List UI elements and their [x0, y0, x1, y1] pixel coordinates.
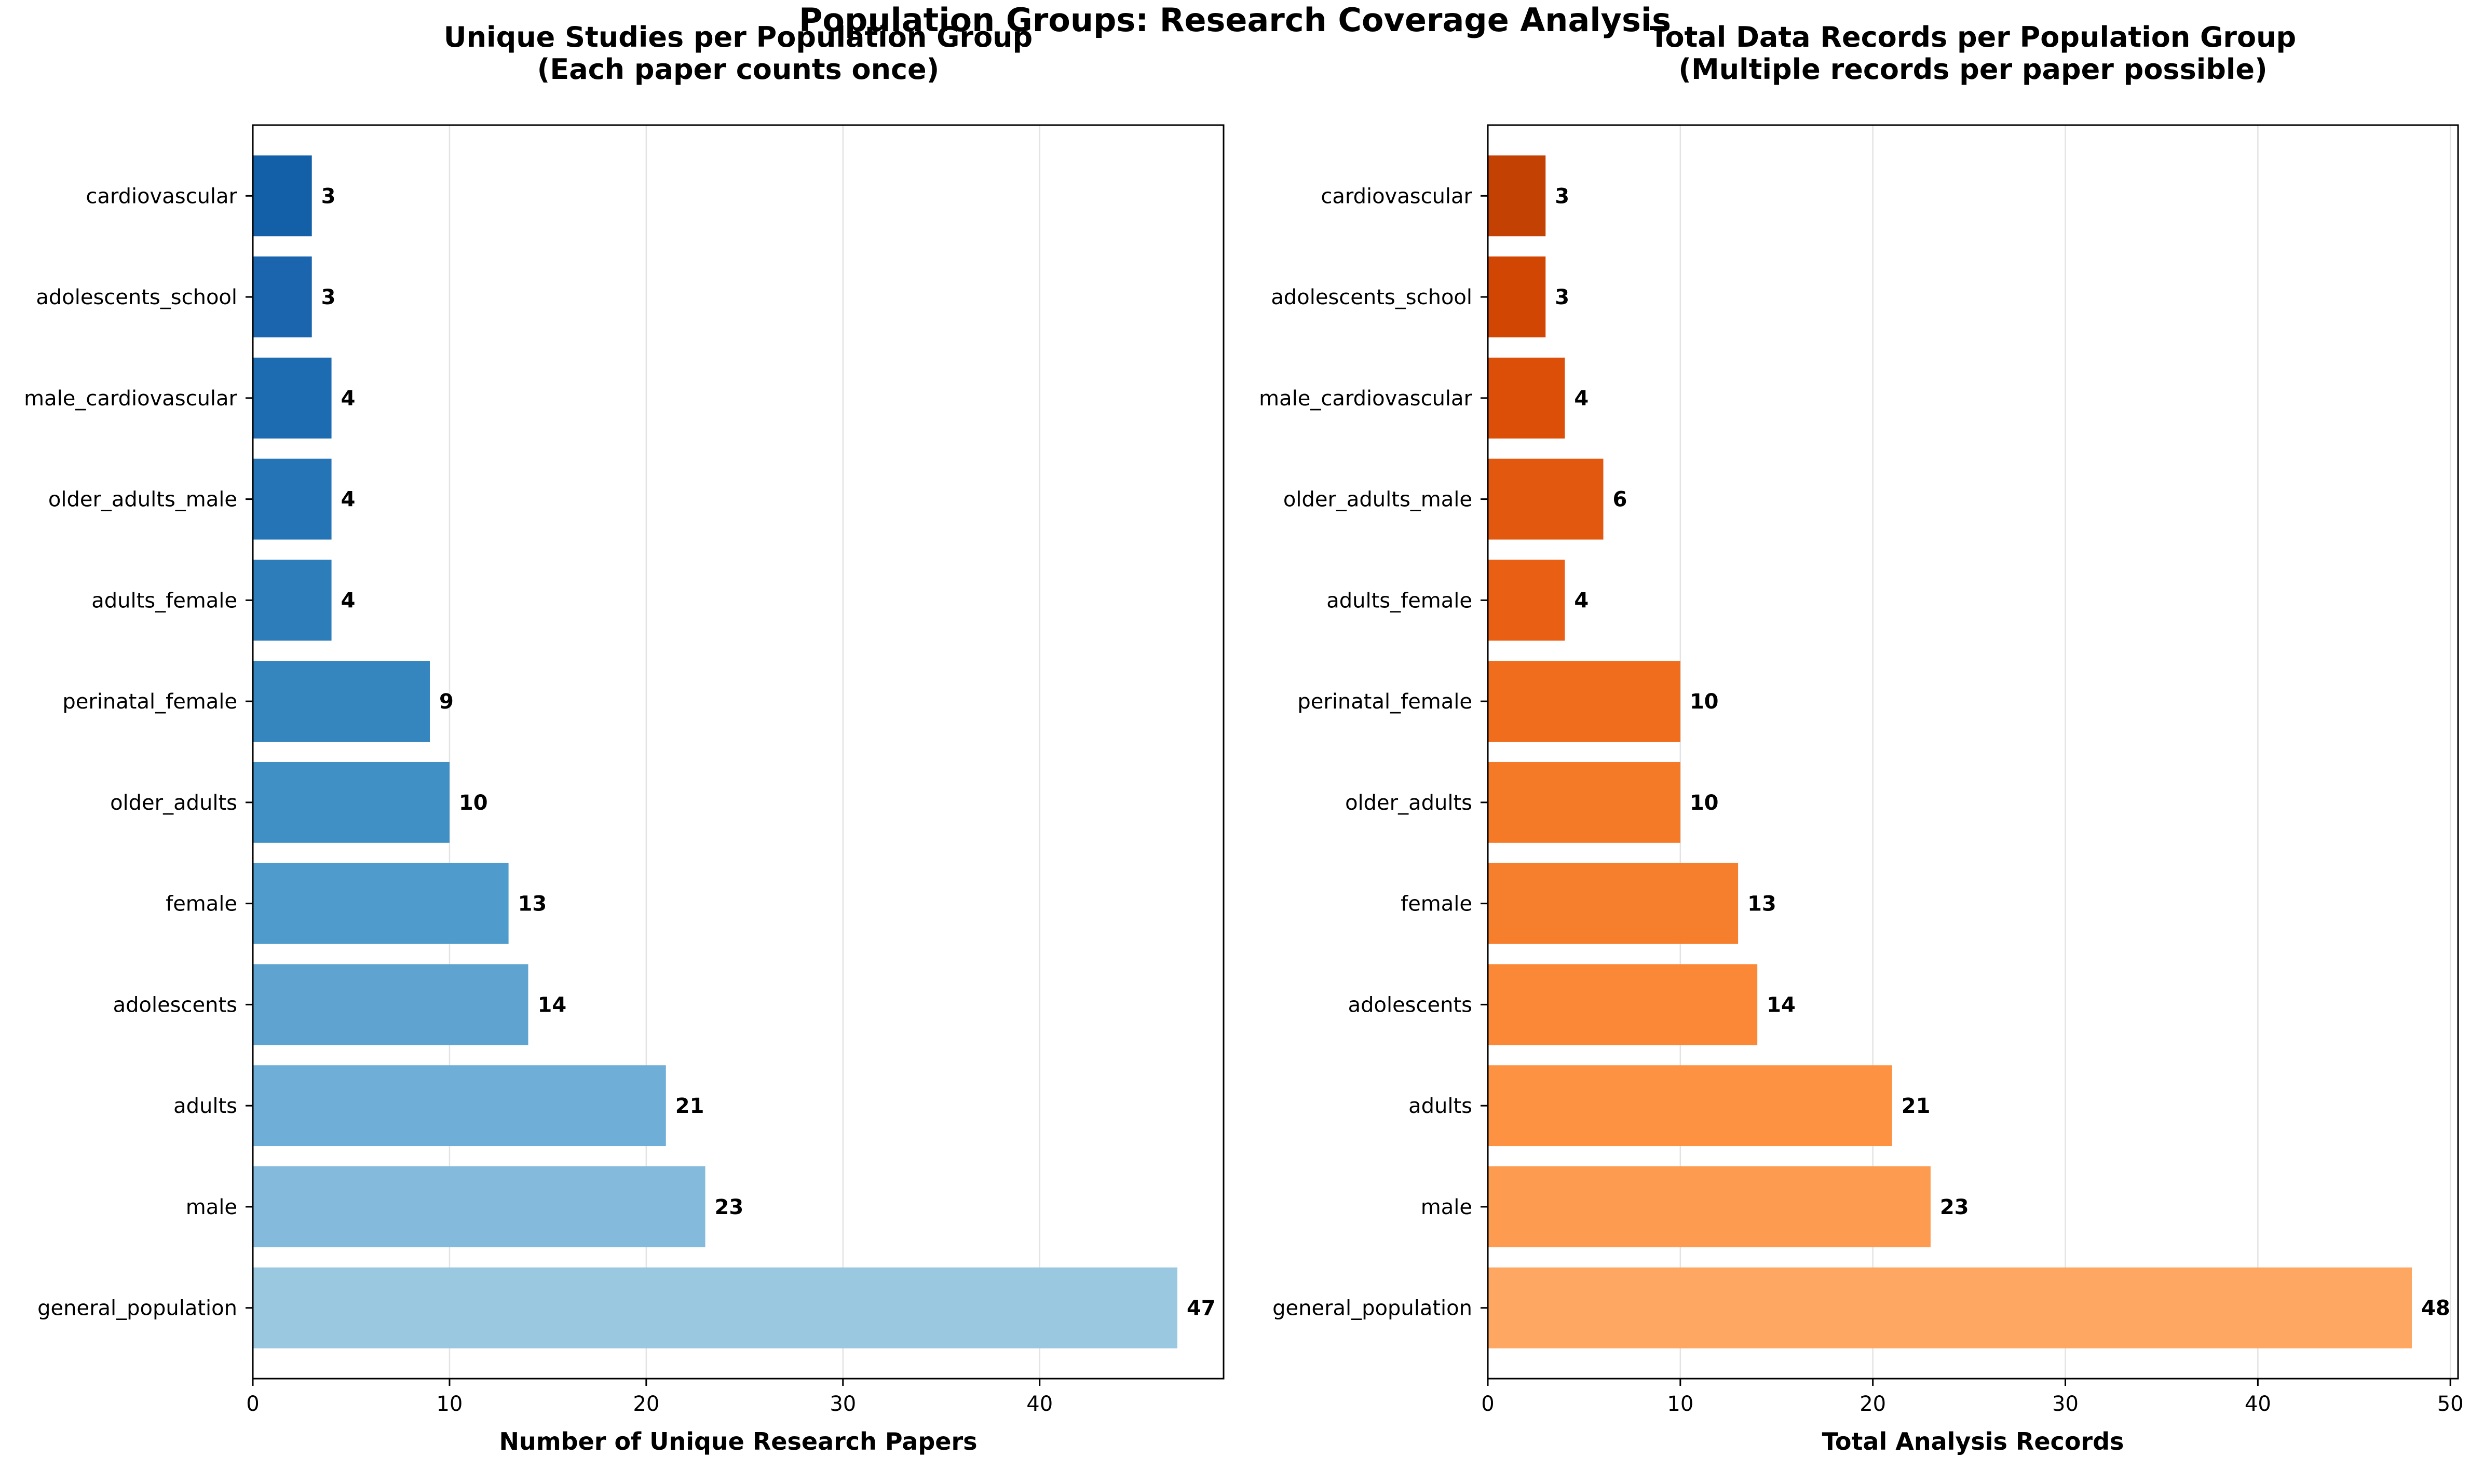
- tick-label-x: 0: [1481, 1392, 1494, 1416]
- data-label: 4: [1574, 387, 1589, 411]
- tick-label-y: female: [166, 892, 237, 916]
- tick-label-y: adolescents: [1348, 993, 1472, 1017]
- tick-label-x: 0: [246, 1392, 259, 1416]
- bar-male: [1488, 1166, 1931, 1247]
- tick-label-y: male: [1421, 1195, 1472, 1219]
- data-label: 13: [518, 892, 547, 916]
- data-label: 14: [1767, 993, 1796, 1017]
- tick-label-y: general_population: [1272, 1297, 1472, 1320]
- data-label: 10: [459, 791, 488, 815]
- bar-male: [253, 1166, 705, 1247]
- bar-female: [253, 863, 509, 944]
- tick-label-x: 40: [1026, 1392, 1053, 1416]
- bar-older-adults: [1488, 761, 1680, 843]
- data-label: 23: [715, 1195, 744, 1219]
- tick-label-y: adolescents_school: [36, 285, 237, 309]
- data-label: 4: [341, 589, 356, 612]
- tick-label-x: 30: [830, 1392, 856, 1416]
- tick-label-x: 50: [2437, 1392, 2464, 1416]
- tick-label-y: perinatal_female: [1297, 690, 1472, 714]
- tick-label-y: adults: [1408, 1094, 1472, 1118]
- axes-frame: [1487, 124, 2459, 1380]
- tick-label-y: cardiovascular: [86, 184, 237, 208]
- tick-label-y: older_adults_male: [1283, 488, 1472, 512]
- bar-adults-female: [253, 560, 332, 641]
- tick-label-y: male_cardiovascular: [24, 387, 237, 411]
- tick-label-y: adolescents_school: [1271, 285, 1472, 309]
- tick-label-y: male: [186, 1195, 237, 1219]
- tick-label-y: perinatal_female: [62, 690, 237, 714]
- bar-adolescents: [1488, 964, 1758, 1045]
- tick-label-y: female: [1401, 892, 1472, 916]
- chart-title-line: (Each paper counts once): [537, 53, 940, 86]
- tick-label-y: general_population: [37, 1297, 237, 1320]
- chart-title: Total Data Records per Population Group(…: [1650, 21, 2296, 86]
- tick-label-y: older_adults_male: [48, 488, 237, 512]
- bar-perinatal-female: [253, 661, 430, 742]
- chart-title: Unique Studies per Population Group (Each…: [444, 21, 1033, 86]
- tick-label-y: cardiovascular: [1321, 184, 1472, 208]
- x-axis-label: Total Analysis Records: [1822, 1427, 2124, 1455]
- bar-female: [1488, 863, 1739, 944]
- tick-label-x: 20: [633, 1392, 659, 1416]
- data-label: 3: [1555, 184, 1569, 208]
- chart-title-line: Unique Studies per Population Group: [444, 21, 1033, 53]
- axes-frame: [252, 124, 1225, 1380]
- data-label: 4: [1574, 589, 1589, 612]
- bar-older-adults-male: [253, 458, 332, 540]
- bar-older-adults-male: [1488, 458, 1604, 540]
- bar-adolescents-school: [1488, 256, 1546, 337]
- bar-male-cardiovascular: [1488, 357, 1565, 439]
- data-label: 3: [321, 184, 336, 208]
- bar-cardiovascular: [1488, 155, 1546, 237]
- tick-label-y: older_adults: [110, 791, 237, 815]
- chart-total-records: 48 general_population 23 male 21 adults 14 adol…: [1259, 21, 2463, 1455]
- data-label: 9: [439, 690, 454, 714]
- data-label: 10: [1690, 791, 1719, 815]
- data-label: 23: [1940, 1195, 1969, 1219]
- chart-title-line: Total Data Records per Population Group: [1650, 21, 2296, 53]
- bar-general-population: [1488, 1267, 2412, 1349]
- bar-perinatal-female: [1488, 661, 1680, 742]
- tick-label-x: 10: [436, 1392, 463, 1416]
- data-label: 3: [321, 285, 336, 309]
- data-label: 4: [341, 387, 356, 411]
- tick-label-x: 10: [1667, 1392, 1693, 1416]
- tick-label-x: 20: [1860, 1392, 1886, 1416]
- tick-label-y: male_cardiovascular: [1259, 387, 1472, 411]
- bar-adults: [1488, 1065, 1892, 1147]
- bar-general-population: [253, 1267, 1177, 1349]
- bar-adolescents-school: [253, 256, 312, 337]
- data-label: 6: [1613, 488, 1627, 512]
- bar-older-adults: [253, 761, 450, 843]
- data-label: 10: [1690, 690, 1719, 714]
- tick-label-y: older_adults: [1345, 791, 1472, 815]
- bar-cardiovascular: [253, 155, 312, 237]
- bar-male-cardiovascular: [253, 357, 332, 439]
- data-label: 13: [1747, 892, 1776, 916]
- data-label: 4: [341, 488, 356, 512]
- tick-label-y: adults_female: [1326, 589, 1472, 612]
- bar-adolescents: [253, 964, 528, 1045]
- bar-adults: [253, 1065, 666, 1147]
- x-axis-label: Number of Unique Research Papers: [499, 1427, 977, 1455]
- data-label: 21: [675, 1094, 704, 1118]
- data-label: 3: [1555, 285, 1569, 309]
- tick-label-y: adults: [173, 1094, 237, 1118]
- figure-suptitle: Population Groups: Research Coverage Ana…: [799, 1, 1671, 39]
- data-label: 48: [2421, 1297, 2450, 1320]
- bar-adults-female: [1488, 560, 1565, 641]
- tick-label-y: adolescents: [113, 993, 237, 1017]
- tick-label-x: 30: [2052, 1392, 2079, 1416]
- chart-title-line: (Multiple records per paper possible): [1678, 53, 2267, 86]
- data-label: 14: [537, 993, 566, 1017]
- data-label: 21: [1902, 1094, 1931, 1118]
- chart-unique-studies: 47 general_population 23 male 21 adults 14 adol…: [24, 21, 1225, 1455]
- tick-label-y: adults_female: [91, 589, 237, 612]
- data-label: 47: [1187, 1297, 1216, 1320]
- tick-label-x: 40: [2245, 1392, 2271, 1416]
